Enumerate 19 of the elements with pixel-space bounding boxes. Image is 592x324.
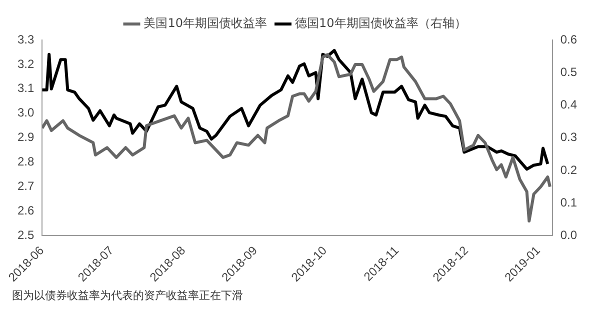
y-tick-label: 2.9 — [17, 130, 34, 144]
y2-tick-label: 0.0 — [560, 228, 578, 242]
legend-label: 德国10年期国债收益率（右轴） — [295, 16, 466, 30]
y2-tick-label: 0.6 — [560, 32, 578, 46]
y-tick-label: 2.5 — [17, 228, 34, 242]
y2-tick-label: 0.3 — [560, 130, 578, 144]
y-tick-label: 2.7 — [17, 179, 34, 194]
y-tick-label: 2.8 — [17, 154, 34, 169]
y-tick-label: 2.6 — [17, 204, 34, 218]
y2-tick-label: 0.4 — [560, 98, 578, 112]
legend-label: 美国10年期国债收益率 — [144, 16, 268, 30]
y-tick-label: 3.3 — [17, 32, 34, 46]
y2-tick-label: 0.2 — [560, 162, 578, 177]
text: 图为以债券收益率为代表的资产收益率正在下滑 — [11, 288, 244, 303]
y-tick-label: 3.1 — [17, 81, 34, 96]
y2-tick-label: 0.1 — [560, 195, 578, 210]
y-tick-label: 3.0 — [17, 106, 34, 120]
y2-tick-label: 0.5 — [560, 64, 578, 79]
y-tick-label: 3.2 — [17, 56, 34, 71]
